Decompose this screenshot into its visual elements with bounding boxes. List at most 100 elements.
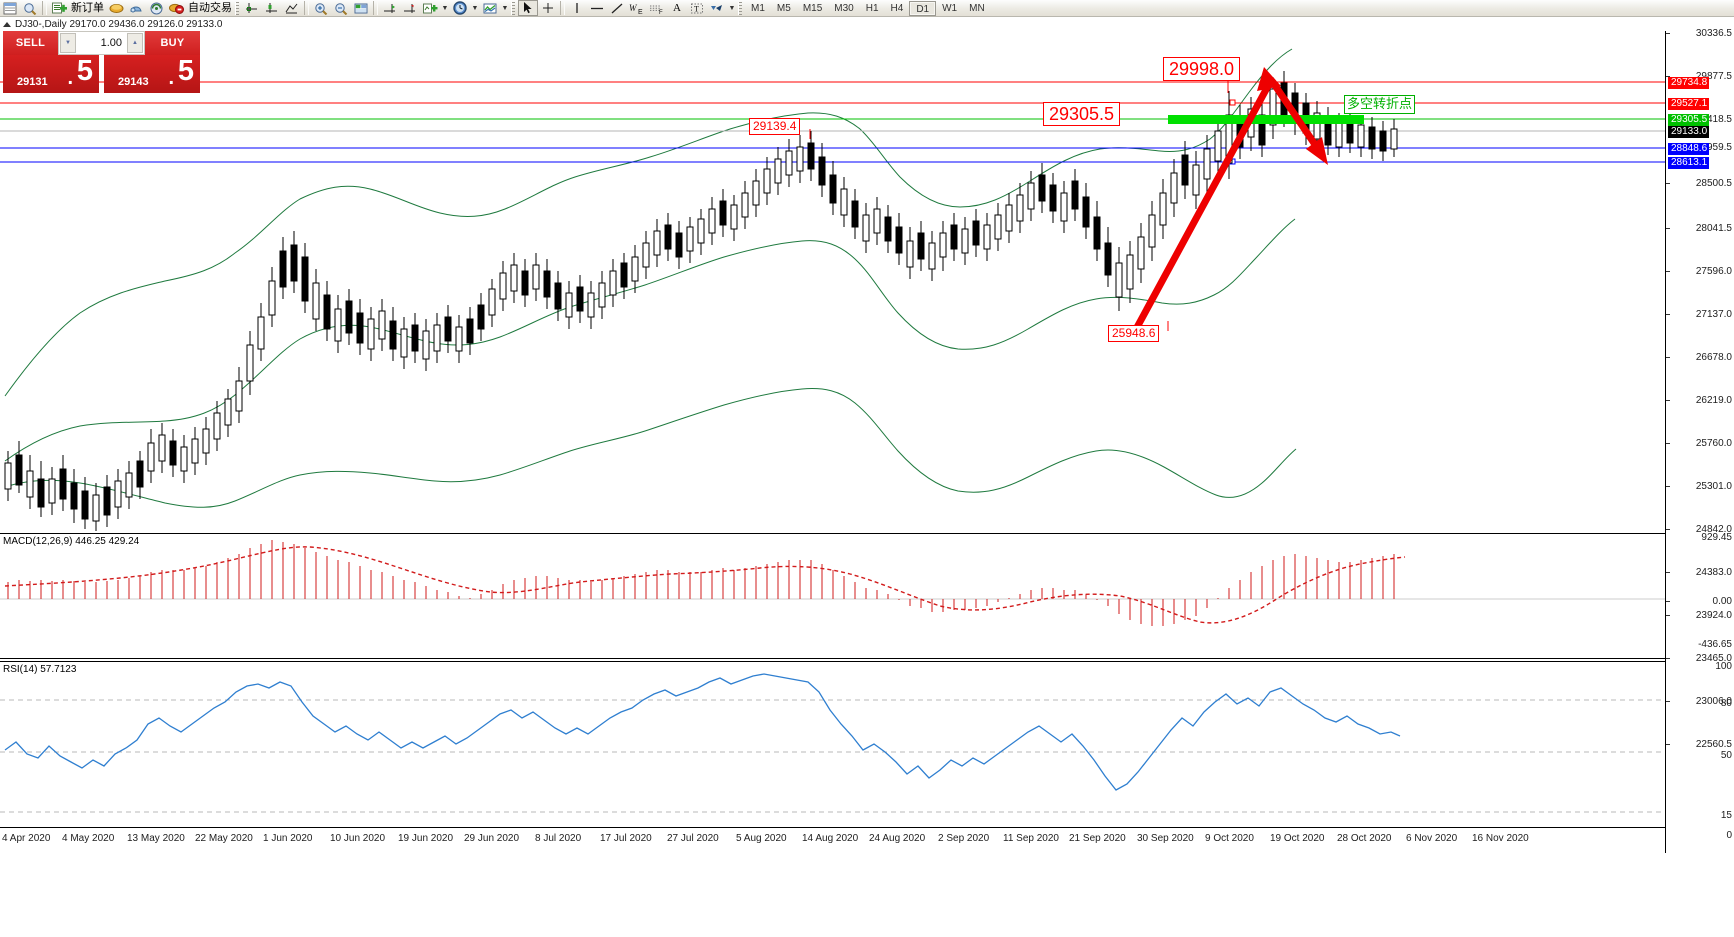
fibonacci-icon[interactable]: F	[647, 0, 667, 16]
volume-value[interactable]: 1.00	[100, 37, 122, 49]
shapes-dropdown-arrow-icon[interactable]: ▼	[728, 4, 736, 12]
trade-panel-top-row[interactable]: SELL ▼ 1.00 ▲ BUY	[3, 31, 200, 55]
buy-price-decimal: 5	[177, 55, 194, 87]
new-order-label[interactable]: 新订单	[71, 1, 104, 14]
take-profit-level-badge[interactable]: 29734.8	[1668, 77, 1710, 89]
axis-label: 24383.0	[1695, 567, 1732, 578]
auto-trading-label[interactable]: 自动交易	[188, 1, 232, 14]
crosshair-cursor-icon[interactable]	[538, 0, 558, 16]
templates-dropdown-arrow-icon[interactable]: ▼	[501, 4, 509, 12]
timeframe-m1[interactable]: M1	[751, 2, 765, 14]
trendline-icon[interactable]	[607, 0, 627, 16]
date-label: 24 Aug 2020	[869, 833, 926, 844]
expert-advisor-icon[interactable]	[126, 0, 146, 16]
toolbar-grip-3[interactable]	[738, 1, 742, 15]
collapse-triangle-icon[interactable]	[3, 22, 11, 27]
signals-icon[interactable]	[146, 0, 166, 16]
shift-chart-icon[interactable]	[380, 0, 400, 16]
timeframe-h4[interactable]: H4	[890, 2, 904, 14]
main-toolbar[interactable]: 新订单 自动交易 ▼ ▼ ▼	[0, 0, 1734, 17]
chart-area[interactable]: 29998.0 29305.5 29139.4 25948.6 多空转折点 MA…	[0, 29, 1734, 937]
data-window-icon[interactable]	[20, 0, 40, 16]
sell-price-display[interactable]: 29131 . 5	[3, 55, 99, 93]
text-label-icon[interactable]: T	[687, 0, 707, 16]
toolbar-grip-2[interactable]	[511, 1, 515, 15]
macd-histogram	[7, 540, 1395, 626]
turning-point-note[interactable]: 多空转折点	[1344, 95, 1416, 114]
volume-decrement-button[interactable]: ▼	[60, 33, 76, 53]
one-click-trading-panel[interactable]: SELL ▼ 1.00 ▲ BUY 29131 . 5 29143 . 5	[3, 31, 200, 93]
indicator-dropdown-arrow-icon[interactable]: ▼	[441, 4, 449, 12]
zoom-out-icon[interactable]	[331, 0, 351, 16]
sand-clock-icon[interactable]	[106, 0, 126, 16]
support-level-2-badge[interactable]: 28613.1	[1668, 157, 1710, 169]
timeframe-m15[interactable]: M15	[802, 2, 823, 14]
axis-label: 26219.0	[1695, 395, 1732, 406]
date-label: 16 Nov 2020	[1472, 833, 1529, 844]
auto-scroll-icon[interactable]	[400, 0, 420, 16]
price-axis[interactable]: 30336.5 29877.5 29418.5 28959.5 28500.5 …	[1665, 29, 1734, 853]
cursor-tool-icon[interactable]	[518, 0, 538, 16]
date-axis[interactable]: 4 Apr 2020 4 May 2020 13 May 2020 22 May…	[0, 829, 1665, 853]
buy-price-display[interactable]: 29143 . 5	[104, 55, 200, 93]
rsi-label: RSI(14) 57.7123	[3, 664, 77, 675]
volume-field[interactable]: ▼ 1.00 ▲	[58, 31, 145, 55]
rsi-chart-svg[interactable]	[0, 662, 1665, 827]
timeframe-d1[interactable]: D1	[909, 0, 937, 16]
pivot-level-badge[interactable]: 29305.5	[1668, 114, 1710, 126]
zoom-in-icon[interactable]	[311, 0, 331, 16]
axis-label: 24842.0	[1695, 524, 1732, 535]
swing-high-tag[interactable]: 29139.4	[749, 118, 801, 135]
macd-axis-label: 0.00	[1712, 596, 1732, 607]
rsi-pane[interactable]: RSI(14) 57.7123	[0, 661, 1665, 828]
vertical-line-icon[interactable]	[567, 0, 587, 16]
axis-label: 25301.0	[1695, 481, 1732, 492]
timeframe-mn[interactable]: MN	[969, 2, 985, 14]
support-level-1-badge[interactable]: 28848.6	[1668, 143, 1710, 155]
sell-price-integer: 29131	[17, 76, 48, 88]
axis-tick	[1666, 615, 1670, 616]
new-order-icon[interactable]	[49, 0, 69, 16]
sell-button[interactable]: SELL	[3, 31, 58, 55]
add-indicator-icon[interactable]	[420, 0, 440, 16]
candlesticks	[4, 71, 1398, 531]
period-dropdown-arrow-icon[interactable]: ▼	[471, 4, 479, 12]
axis-label: 23006.0	[1695, 696, 1732, 707]
templates-icon[interactable]	[480, 0, 500, 16]
bar-chart-icon[interactable]	[262, 0, 282, 16]
macd-chart-svg[interactable]	[0, 534, 1665, 658]
axis-tick	[1666, 400, 1670, 401]
timeframe-m30[interactable]: M30	[834, 2, 854, 14]
text-tool-icon[interactable]: A	[673, 1, 681, 14]
macd-pane[interactable]: MACD(12,26,9) 446.25 429.24	[0, 533, 1665, 659]
timeframe-m5[interactable]: M5	[776, 2, 791, 14]
market-watch-icon[interactable]	[0, 0, 20, 16]
timeframe-w1[interactable]: W1	[942, 2, 958, 14]
current-price-badge[interactable]: 29133.0	[1668, 126, 1710, 138]
toolbar-grip[interactable]	[235, 1, 239, 15]
swing-low-tag[interactable]: 25948.6	[1108, 325, 1160, 342]
axis-tick	[1666, 228, 1670, 229]
timeframe-h1[interactable]: H1	[865, 2, 879, 14]
horizontal-line-icon[interactable]	[587, 0, 607, 16]
high-price-tag[interactable]: 29998.0	[1163, 57, 1241, 81]
price-pane[interactable]: 29998.0 29305.5 29139.4 25948.6 多空转折点	[0, 31, 1665, 531]
shapes-icon[interactable]	[707, 0, 727, 16]
buy-button[interactable]: BUY	[145, 31, 200, 55]
volume-increment-button[interactable]: ▲	[127, 33, 143, 53]
date-label: 1 Jun 2020	[263, 833, 313, 844]
toolbar-separator-2	[304, 1, 309, 15]
resistance-price-tag[interactable]: 29305.5	[1043, 102, 1121, 126]
price-chart-svg[interactable]	[0, 31, 1665, 531]
tile-windows-icon[interactable]	[351, 0, 371, 16]
axis-label: 28041.5	[1695, 223, 1732, 234]
axis-label: 25760.0	[1695, 438, 1732, 449]
auto-trading-icon[interactable]	[166, 0, 186, 16]
crosshair-tool-icon[interactable]	[242, 0, 262, 16]
period-clock-icon[interactable]	[450, 0, 470, 16]
resistance-level-badge[interactable]: 29527.1	[1668, 98, 1710, 110]
pivot-zone-band	[1168, 115, 1364, 124]
line-chart-icon[interactable]	[282, 0, 302, 16]
macd-signal-line	[4, 546, 1406, 624]
